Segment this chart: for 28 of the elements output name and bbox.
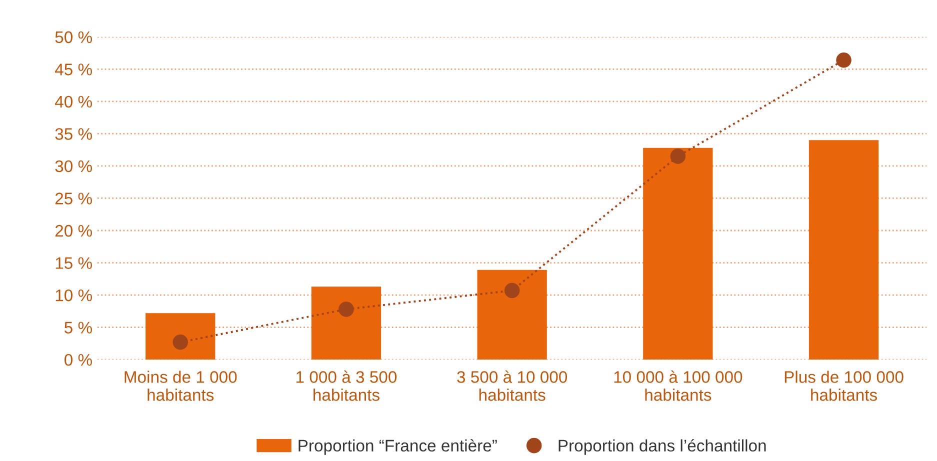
y-tick-label: 20 % — [55, 224, 92, 237]
point — [670, 148, 686, 164]
y-tick-label: 30 % — [55, 160, 92, 172]
legend-label: Proportion dans l’échantillon — [558, 439, 766, 455]
bar — [643, 148, 713, 360]
bar — [477, 270, 547, 360]
y-tick-label: 35 % — [55, 128, 92, 140]
y-tick-label: 10 % — [56, 289, 92, 302]
x-tick-label: 1 000 à 3 500 habitants — [296, 370, 397, 401]
y-tick-label: 50 % — [55, 31, 92, 44]
y-tick-label: 25 % — [55, 192, 92, 204]
point — [338, 302, 354, 317]
point — [172, 334, 188, 350]
x-tick-label: Moins de 1 000 habitants — [124, 370, 237, 401]
bar — [146, 313, 216, 360]
y-tick-label: 40 % — [54, 96, 92, 108]
x-tick-label: Plus de 100 000 habitants — [784, 370, 904, 401]
bar — [808, 140, 879, 360]
point — [504, 282, 520, 298]
y-tick-label: 5 % — [64, 322, 92, 334]
y-tick-label: 0 % — [64, 354, 92, 366]
y-tick-label: 15 % — [56, 257, 92, 269]
point — [836, 52, 852, 68]
y-tick-label: 45 % — [54, 64, 92, 76]
legend-label: Proportion “France entière” — [298, 439, 497, 455]
x-tick-label: 3 500 à 10 000 habitants — [457, 370, 568, 401]
bar — [311, 286, 382, 360]
x-tick-label: 10 000 à 100 000 habitants — [614, 370, 742, 401]
